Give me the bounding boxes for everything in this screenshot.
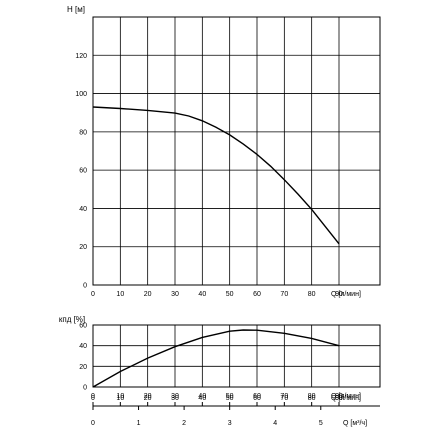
q-axis-group — [92, 402, 380, 410]
x-tick-label: 80 — [308, 393, 316, 400]
x-tick-label: 70 — [280, 393, 288, 400]
x-tick-label: 50 — [226, 393, 234, 400]
efficiency-chart — [92, 324, 381, 388]
x-tick-label: 50 — [226, 291, 234, 298]
q-m3h-tick-label: 1 — [137, 420, 141, 427]
y-tick-label: 40 — [79, 343, 87, 350]
y-tick-label: 100 — [75, 91, 87, 98]
x-tick-label: 90 — [335, 393, 343, 400]
x-tick-label: 80 — [308, 291, 316, 298]
x-tick-label: 60 — [253, 291, 261, 298]
q-m3h-tick-label: 4 — [273, 420, 277, 427]
x-tick-label: 20 — [144, 393, 152, 400]
x-tick-label: 20 — [144, 291, 152, 298]
x-tick-label: 70 — [280, 291, 288, 298]
y-tick-label: 20 — [79, 364, 87, 371]
q-lmin-axis-label: Q [л/мин] — [331, 395, 361, 402]
y-tick-label: 60 — [79, 168, 87, 175]
q-lmin-tick-label: 90 — [335, 395, 343, 402]
x-tick-label: 30 — [171, 291, 179, 298]
x-tick-label: 90 — [335, 291, 343, 298]
x-tick-label: 10 — [116, 393, 124, 400]
y-tick-label: 120 — [75, 53, 87, 60]
q-m3h-tick-label: 5 — [319, 420, 323, 427]
y-tick-label: 0 — [83, 385, 87, 392]
x-tick-label: 0 — [91, 393, 95, 400]
q-lmin-tick-label: 70 — [280, 395, 288, 402]
x-tick-label: 10 — [116, 291, 124, 298]
x-tick-label: 60 — [253, 393, 261, 400]
x-tick-label: 40 — [198, 291, 206, 298]
y-tick-label: 40 — [79, 206, 87, 213]
y-tick-label: 60 — [79, 323, 87, 330]
y-tick-label: 0 — [83, 283, 87, 290]
plot-frame — [92, 16, 381, 286]
q-m3h-tick-label: 3 — [228, 420, 232, 427]
efficiency-curve — [92, 329, 340, 388]
q-lmin-tick-label: 60 — [253, 395, 261, 402]
q-lmin-tick-label: 0 — [91, 395, 95, 402]
q-lmin-tick-label: 30 — [171, 395, 179, 402]
x-axis-label: Q [л/мин] — [331, 393, 361, 400]
q-lmin-tick-label: 80 — [308, 395, 316, 402]
x-tick-label: 40 — [198, 393, 206, 400]
y-axis-label: H [м] — [67, 5, 85, 14]
q-lmin-tick-label: 50 — [226, 395, 234, 402]
head-chart — [92, 16, 381, 286]
q-m3h-tick-label: 2 — [182, 420, 186, 427]
plot-frame — [92, 324, 381, 388]
y-tick-label: 80 — [79, 129, 87, 136]
head-curve — [92, 106, 340, 245]
q-lmin-tick-label: 10 — [116, 395, 124, 402]
q-m3h-axis-label: Q [м³/ч] — [343, 420, 367, 427]
x-axis-label: Q [л/мин] — [331, 291, 361, 298]
q-lmin-tick-label: 40 — [198, 395, 206, 402]
y-axis-label: кпд [%] — [59, 315, 85, 324]
q-m3h-tick-label: 0 — [91, 420, 95, 427]
q-lmin-tick-label: 20 — [144, 395, 152, 402]
x-tick-label: 30 — [171, 393, 179, 400]
y-tick-label: 20 — [79, 244, 87, 251]
x-tick-label: 0 — [91, 291, 95, 298]
